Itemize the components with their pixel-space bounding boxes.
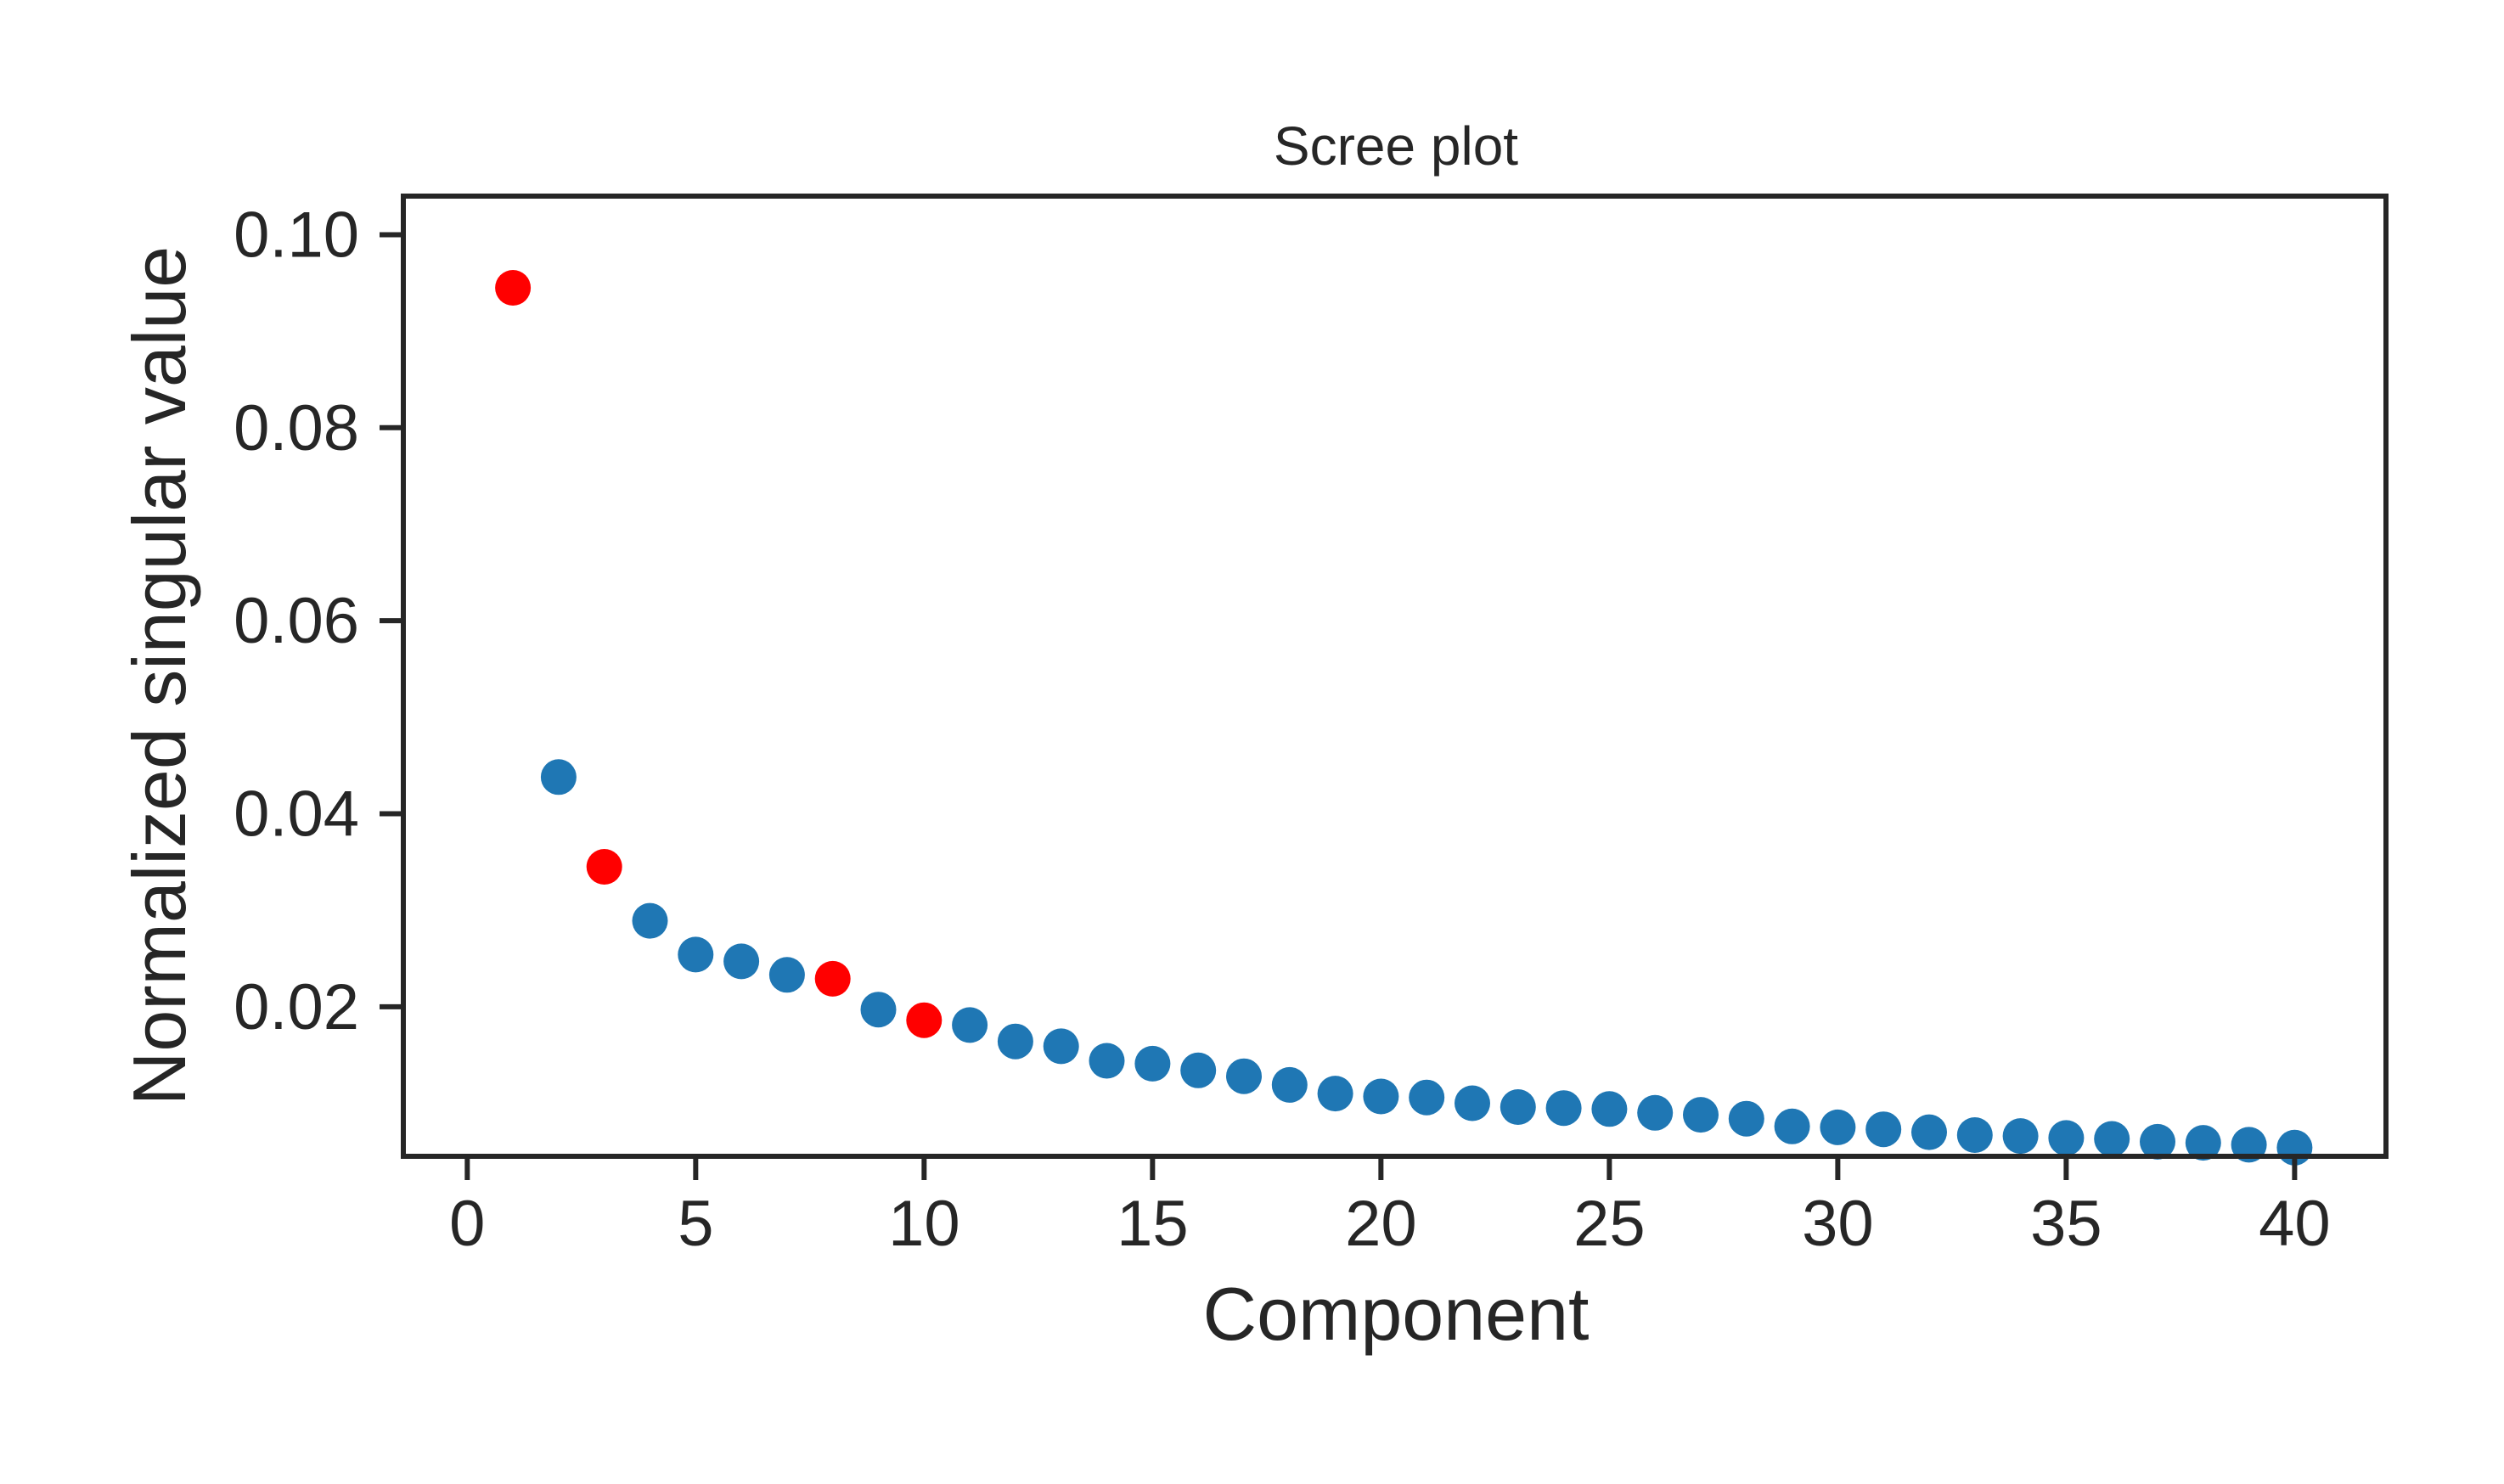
- chart-title: Scree plot: [1274, 115, 1518, 177]
- data-point-11: [952, 1007, 988, 1043]
- data-point-6: [723, 943, 760, 980]
- data-point-19: [1317, 1076, 1353, 1112]
- y-axis-label: Normalized singular value: [117, 246, 201, 1105]
- x-tick-label: 5: [678, 1188, 713, 1260]
- data-point-32: [1911, 1114, 1947, 1150]
- x-tick-label: 10: [888, 1188, 960, 1260]
- plot-frame: [401, 194, 2389, 1159]
- data-point-37: [2140, 1123, 2175, 1160]
- data-point-31: [1865, 1111, 1902, 1148]
- data-point-21: [1409, 1079, 1445, 1116]
- x-tick-label: 30: [1802, 1188, 1874, 1260]
- data-point-9: [860, 992, 897, 1028]
- highlighted-point-10: [906, 1002, 943, 1038]
- x-tick-label: 35: [2030, 1188, 2102, 1260]
- data-point-18: [1271, 1066, 1308, 1103]
- data-points: [495, 270, 2313, 1166]
- y-tick-label: 0.10: [234, 199, 359, 271]
- x-tick-label: 15: [1117, 1188, 1189, 1260]
- x-tick-label: 20: [1345, 1188, 1417, 1260]
- data-point-7: [768, 957, 805, 993]
- data-point-25: [1591, 1091, 1628, 1127]
- data-point-17: [1226, 1058, 1262, 1094]
- data-point-23: [1500, 1089, 1536, 1125]
- data-point-5: [678, 936, 714, 973]
- data-point-16: [1180, 1052, 1217, 1088]
- x-axis-ticks: 0 5 10 15 20 25 30 35 40: [449, 1156, 2331, 1260]
- data-point-26: [1637, 1094, 1674, 1131]
- highlighted-point-1: [495, 270, 532, 306]
- data-point-13: [1043, 1028, 1079, 1065]
- x-axis-label: Component: [1203, 1272, 1590, 1356]
- data-point-27: [1683, 1097, 1719, 1133]
- data-point-30: [1820, 1109, 1856, 1145]
- x-tick-label: 0: [449, 1188, 485, 1260]
- data-point-20: [1363, 1078, 1399, 1115]
- data-point-38: [2185, 1125, 2221, 1161]
- data-point-35: [2048, 1120, 2085, 1156]
- y-tick-label: 0.06: [234, 585, 359, 657]
- data-point-36: [2094, 1121, 2130, 1157]
- data-point-4: [632, 902, 668, 939]
- y-tick-label: 0.02: [234, 971, 359, 1043]
- x-tick-label: 25: [1573, 1188, 1646, 1260]
- y-axis-ticks: 0.02 0.04 0.06 0.08 0.10: [234, 199, 403, 1043]
- highlighted-point-8: [814, 960, 851, 997]
- data-point-12: [997, 1023, 1033, 1060]
- data-point-28: [1728, 1100, 1764, 1137]
- data-point-34: [2002, 1118, 2039, 1155]
- data-point-22: [1455, 1085, 1490, 1121]
- data-point-24: [1545, 1090, 1582, 1127]
- data-point-33: [1956, 1117, 1993, 1153]
- data-point-15: [1134, 1045, 1171, 1082]
- y-tick-label: 0.08: [234, 392, 359, 464]
- x-tick-label: 40: [2259, 1188, 2331, 1260]
- data-point-29: [1774, 1108, 1810, 1144]
- y-tick-label: 0.04: [234, 778, 359, 850]
- data-point-39: [2231, 1127, 2267, 1163]
- highlighted-point-3: [586, 849, 622, 885]
- data-point-14: [1089, 1043, 1125, 1079]
- data-point-2: [540, 759, 577, 795]
